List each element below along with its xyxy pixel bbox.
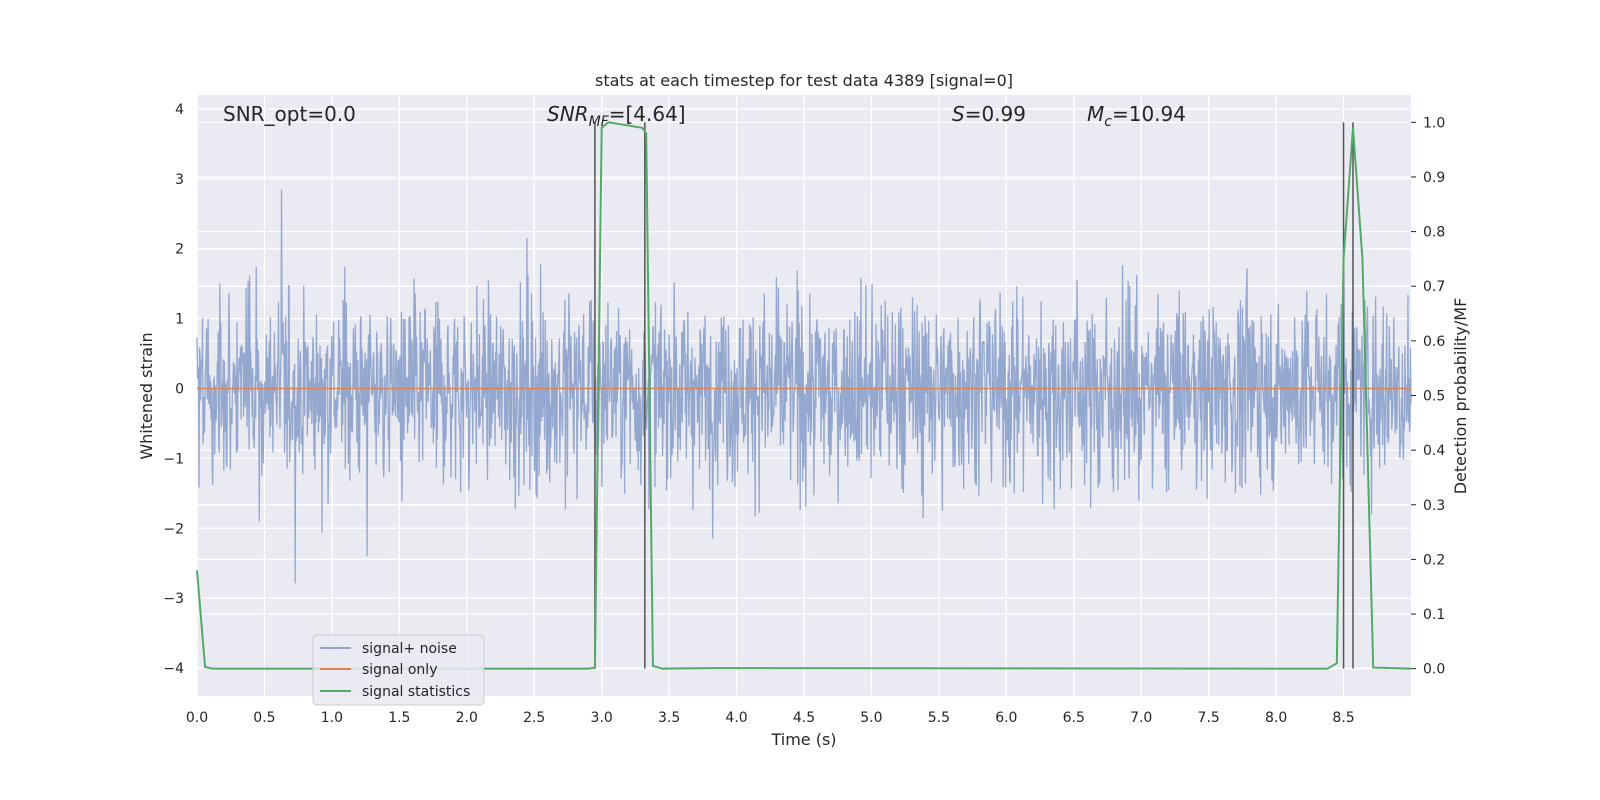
y-right-tick-label: 0.2 <box>1423 552 1445 568</box>
x-tick-label: 4.0 <box>725 710 747 726</box>
signal-plus-noise-line <box>196 189 1412 584</box>
annotation-snr-opt: SNR_opt=0.0 <box>223 102 356 126</box>
x-tick-label: 3.0 <box>591 710 613 726</box>
signal-statistics-line <box>196 121 1412 670</box>
x-tick-label: 6.5 <box>1063 710 1085 726</box>
x-tick-label: 5.5 <box>928 710 950 726</box>
chart-title: stats at each timestep for test data 438… <box>595 71 1013 90</box>
x-tick-label: 5.0 <box>860 710 882 726</box>
y-tick-label: 4 <box>175 102 184 118</box>
y-right-tick-label: 0.3 <box>1423 498 1445 514</box>
y-right-tick-label: 0.7 <box>1423 279 1445 295</box>
x-tick-labels: 0.0 0.5 1.0 1.5 2.0 2.5 3.0 3.5 4.0 4.5 5.0 5.5 6.0 6… <box>186 710 1355 726</box>
y-right-tick-label: 0.4 <box>1423 443 1445 459</box>
y-tick-label: 0 <box>175 382 184 398</box>
y-right-tick-label: 0.1 <box>1423 607 1445 623</box>
x-tick-label: 8.5 <box>1332 710 1354 726</box>
y-tick-label: −2 <box>163 521 184 537</box>
legend-label-signal-statistics: signal statistics <box>362 684 470 700</box>
y-tick-label: −3 <box>163 591 184 607</box>
y-tick-labels: −4 −3 −2 −1 0 1 2 3 4 <box>163 102 184 677</box>
legend-box <box>312 634 485 706</box>
y-right-tick-label: 0.0 <box>1423 662 1445 678</box>
y-right-tick-label: 1.0 <box>1423 115 1445 131</box>
y-axis-label: Whitened strain <box>137 332 156 459</box>
y-right-tick-label: 0.6 <box>1423 334 1445 350</box>
vertical-markers <box>594 122 1354 669</box>
x-tick-label: 0.0 <box>186 710 208 726</box>
x-tick-label: 1.0 <box>321 710 343 726</box>
x-tick-label: 4.5 <box>793 710 815 726</box>
y-right-tick-label: 0.5 <box>1423 389 1445 405</box>
legend-label-signal-plus-noise: signal+ noise <box>362 641 457 657</box>
y-right-axis-label: Detection probability/MF <box>1451 298 1470 495</box>
y-right-tick-label: 0.9 <box>1423 170 1445 186</box>
x-tick-label: 2.5 <box>523 710 545 726</box>
x-axis-label: Time (s) <box>770 730 836 749</box>
y-right-tick-labels: 0.0 0.1 0.2 0.3 0.4 0.5 0.6 0.7 0.8 0.9 1.0 <box>1411 115 1445 678</box>
x-tick-label: 6.0 <box>995 710 1017 726</box>
x-tick-label: 7.5 <box>1198 710 1220 726</box>
x-tick-label: 0.5 <box>253 710 275 726</box>
x-tick-label: 8.0 <box>1265 710 1287 726</box>
series-signal-plus-noise <box>196 189 1412 584</box>
annotation-snr-mf: SNRMF=[4.64] <box>547 102 686 130</box>
x-tick-label: 2.0 <box>456 710 478 726</box>
x-tick-label: 7.0 <box>1130 710 1152 726</box>
x-tick-label: 1.5 <box>388 710 410 726</box>
y-tick-label: 3 <box>175 172 184 188</box>
y-tick-label: −1 <box>163 451 184 467</box>
y-right-tick-label: 0.8 <box>1423 225 1445 241</box>
annotation-s: S=0.99 <box>952 102 1026 126</box>
annotation-mc: Mc=10.94 <box>1087 102 1186 130</box>
series-signal-statistics <box>196 121 1412 670</box>
y-tick-label: 2 <box>175 242 184 258</box>
x-tick-label: 3.5 <box>658 710 680 726</box>
y-tick-label: 1 <box>175 312 184 328</box>
legend-label-signal-only: signal only <box>362 662 437 678</box>
y-tick-label: −4 <box>163 661 184 677</box>
legend: signal+ noise signal only signal statist… <box>312 634 485 706</box>
